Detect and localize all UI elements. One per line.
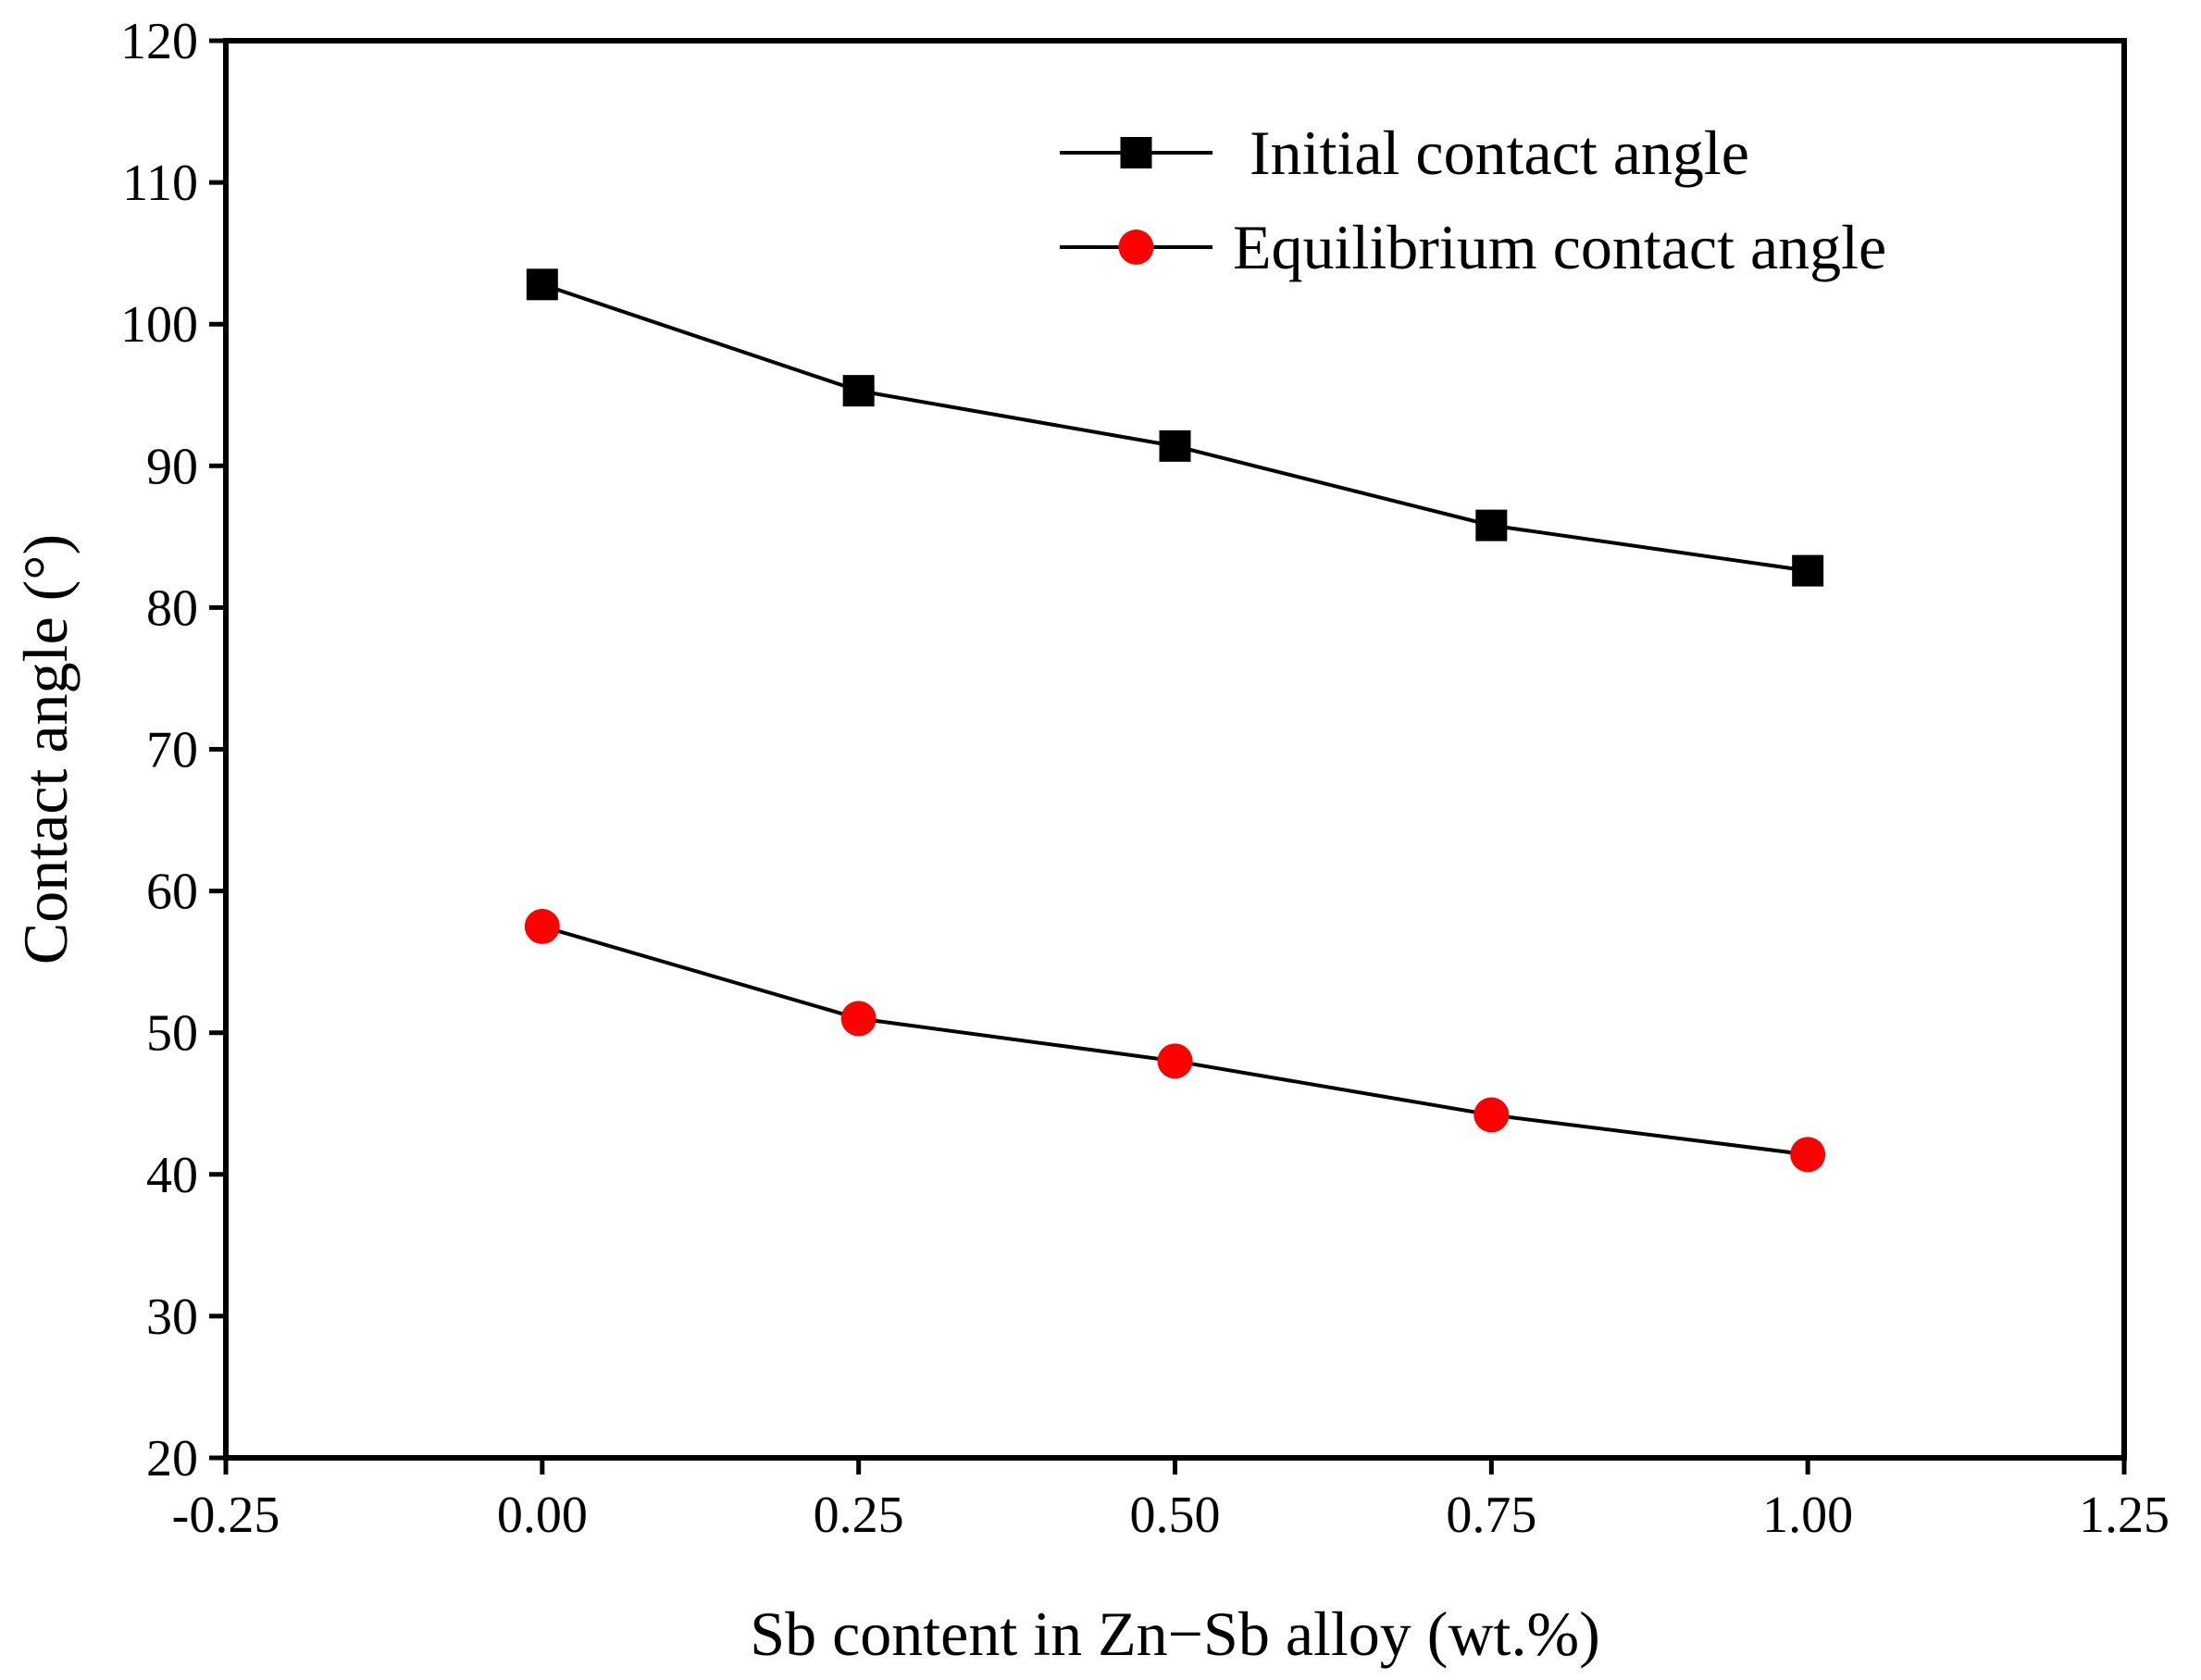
data-point-circle: [1790, 1137, 1826, 1173]
legend-label: Initial contact angle: [1250, 118, 1749, 188]
axes: -0.25 0.00 0.25 0.50 0.75 1.00 1.25 20 30 40 50 60 7…: [120, 13, 2170, 1544]
y-tick-label: 80: [146, 579, 198, 637]
y-tick-label: 60: [146, 864, 198, 921]
series-line-0: [541, 282, 1809, 573]
legend-label: Equilibrium contact angle: [1233, 212, 1886, 282]
data-point-square: [1792, 554, 1824, 587]
data-point-circle: [840, 1001, 877, 1037]
series-markers: [524, 268, 1826, 1173]
legend-marker-square: [1120, 137, 1152, 168]
data-point-square: [1159, 429, 1191, 462]
x-tick-label: 0.75: [1446, 1487, 1536, 1544]
y-tick-label: 110: [122, 155, 198, 212]
data-point-square: [842, 375, 875, 407]
x-tick-label: 0.00: [497, 1487, 588, 1544]
x-tick-label: 0.50: [1130, 1487, 1221, 1544]
x-axis-title: Sb content in Zn−Sb alloy (wt.%): [750, 1599, 1599, 1669]
x-tick-label: 0.25: [814, 1487, 904, 1544]
x-tick-label: 1.25: [2079, 1487, 2170, 1544]
y-tick-label: 30: [146, 1288, 198, 1346]
y-tick-label: 20: [146, 1430, 198, 1487]
y-tick-label: 90: [146, 438, 198, 495]
series-line-1: [541, 924, 1809, 1157]
x-tick-label: -0.25: [172, 1487, 280, 1544]
y-tick-label: 50: [146, 1005, 198, 1063]
y-tick-label: 100: [120, 296, 198, 354]
y-tick-label: 120: [120, 13, 198, 70]
series-lines: [541, 282, 1809, 1157]
legend: Initial contact angle Equilibrium contact…: [1060, 118, 1886, 282]
data-point-circle: [524, 908, 560, 944]
data-point-square: [526, 268, 558, 301]
data-point-square: [1475, 509, 1508, 541]
y-tick-label: 40: [146, 1147, 198, 1204]
data-point-circle: [1157, 1043, 1193, 1079]
x-tick-label: 1.00: [1762, 1487, 1853, 1544]
data-point-circle: [1474, 1097, 1510, 1133]
legend-marker-circle: [1118, 230, 1154, 265]
y-axis-title: Contact angle (°): [10, 534, 81, 964]
y-tick-label: 70: [146, 722, 198, 779]
